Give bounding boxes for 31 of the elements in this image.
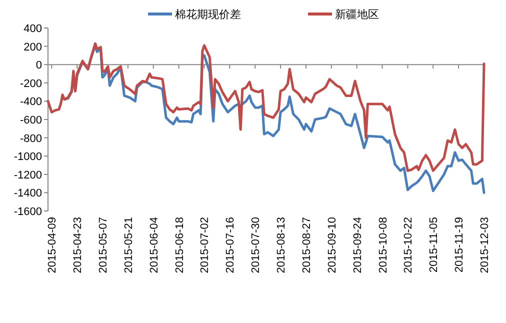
x-tick-label: 2015-05-07 — [98, 217, 110, 274]
x-tick-label: 2015-09-24 — [352, 217, 364, 274]
x-tick-label: 2015-04-23 — [72, 217, 84, 274]
y-tick-label: 400 — [24, 23, 42, 35]
x-tick-label: 2015-07-16 — [224, 217, 237, 274]
x-tick-label: 2015-06-18 — [174, 217, 186, 274]
x-tick-label: 2015-08-13 — [276, 217, 288, 274]
legend-label: 新疆地区 — [335, 8, 379, 21]
y-tick-label: 0 — [36, 60, 42, 72]
y-tick-label: -1400 — [14, 188, 42, 200]
x-tick-label: 2015-05-21 — [122, 217, 135, 274]
y-tick-label: -400 — [20, 96, 42, 108]
y-tick-label: -1200 — [14, 169, 42, 182]
y-tick-label: 200 — [24, 41, 42, 54]
x-tick-label: 2015-10-08 — [377, 217, 390, 274]
y-tick-label: -800 — [20, 132, 42, 145]
y-tick-label: -600 — [20, 114, 42, 126]
y-tick-label: -1000 — [14, 151, 42, 164]
x-tick-label: 2015-12-03 — [479, 217, 491, 274]
x-tick-label: 2015-10-22 — [402, 217, 415, 274]
y-tick-label: -200 — [20, 78, 42, 90]
y-tick-label: -1600 — [14, 206, 42, 218]
x-tick-label: 2015-08-27 — [300, 217, 313, 274]
legend-label: 棉花期现价差 — [175, 8, 241, 21]
x-tick-label: 2015-07-30 — [250, 217, 262, 274]
x-tick-label: 2015-06-04 — [148, 217, 160, 274]
x-tick-label: 2015-11-19 — [454, 217, 466, 272]
x-tick-label: 2015-11-05 — [428, 217, 440, 272]
x-tick-label: 2015-04-09 — [46, 217, 59, 274]
x-tick-label: 2015-09-10 — [326, 217, 338, 274]
x-tick-label: 2015-07-02 — [199, 217, 212, 274]
